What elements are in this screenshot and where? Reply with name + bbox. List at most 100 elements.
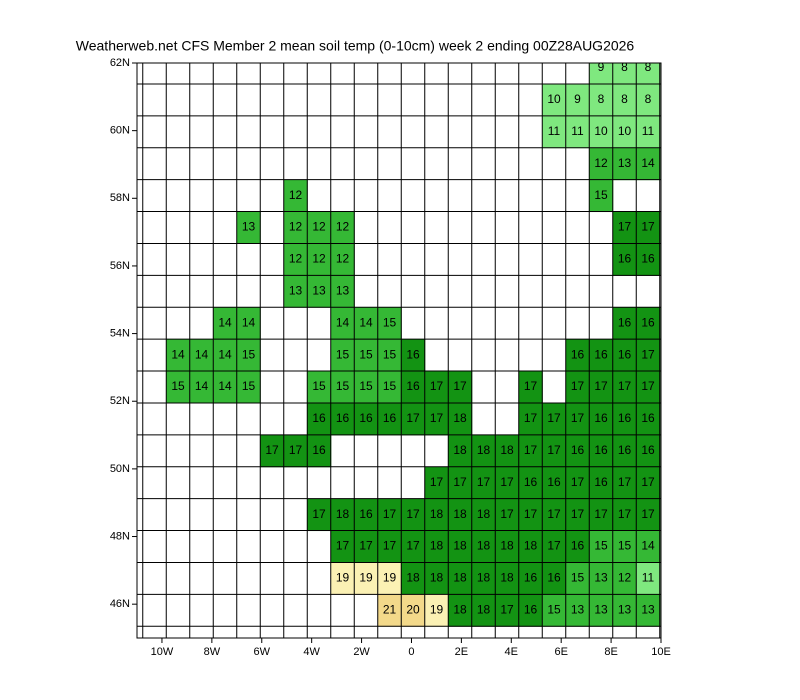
- temp-cell: [636, 371, 661, 404]
- temp-cell: [612, 63, 637, 85]
- x-tick-label: 2W: [353, 646, 370, 658]
- temp-cell: [377, 498, 402, 532]
- temp-cell: [330, 243, 355, 276]
- temp-cell: [542, 530, 567, 563]
- temp-label: 15: [618, 539, 632, 553]
- temp-cell: [542, 594, 567, 627]
- temp-cell: [518, 402, 543, 436]
- temp-label: 16: [406, 379, 420, 393]
- x-tick-label: 8W: [204, 646, 221, 658]
- temp-cell: [354, 562, 379, 595]
- temp-label: 12: [289, 188, 303, 202]
- y-tick-label: 46N: [110, 598, 130, 610]
- temp-label: 10: [618, 124, 632, 138]
- temp-cell: [424, 530, 449, 563]
- temp-label: 8: [598, 92, 605, 106]
- temp-cell: [565, 339, 590, 372]
- temp-label: 13: [289, 283, 303, 297]
- temp-label: 19: [359, 571, 373, 585]
- temp-cell: [424, 594, 449, 627]
- temp-cell: [565, 498, 590, 532]
- temp-label: 16: [594, 475, 608, 489]
- temp-label: 14: [242, 315, 256, 329]
- temp-label: 17: [547, 507, 561, 521]
- temp-label: 18: [477, 539, 491, 553]
- temp-label: 17: [453, 475, 467, 489]
- x-tick-label: 8E: [604, 646, 617, 658]
- temp-cell: [166, 339, 191, 372]
- temp-cell: [589, 63, 614, 85]
- temp-label: 17: [618, 220, 632, 234]
- y-tick-label: 50N: [110, 463, 130, 475]
- temp-label: 17: [618, 507, 632, 521]
- temp-cell: [283, 179, 308, 213]
- temp-label: 18: [477, 602, 491, 616]
- temp-cell: [636, 562, 661, 595]
- temp-cell: [612, 434, 637, 468]
- temp-cell: [213, 307, 238, 340]
- temp-cell: [636, 594, 661, 627]
- temp-label: 18: [406, 571, 420, 585]
- temp-cell: [377, 307, 402, 340]
- temp-label: 14: [336, 315, 350, 329]
- temp-label: 16: [383, 411, 397, 425]
- temp-cell: [283, 243, 308, 276]
- temp-cell: [565, 434, 590, 468]
- x-tick-label: 10E: [651, 646, 671, 658]
- temp-cell: [354, 307, 379, 340]
- temp-label: 16: [618, 347, 632, 361]
- temp-cell: [448, 466, 473, 500]
- temp-cell: [471, 594, 496, 627]
- temp-cell: [236, 211, 261, 244]
- temp-cell: [330, 498, 355, 532]
- temp-label: 13: [312, 283, 326, 297]
- temp-cell: [471, 562, 496, 595]
- temp-cell: [330, 339, 355, 372]
- temp-cell: [471, 498, 496, 532]
- temp-label: 17: [265, 443, 279, 457]
- temp-cell: [589, 115, 614, 149]
- temp-label: 18: [453, 539, 467, 553]
- temp-label: 15: [594, 539, 608, 553]
- x-tick-label: 4W: [303, 646, 320, 658]
- temp-cell: [636, 339, 661, 372]
- temp-label: 12: [336, 220, 350, 234]
- temp-cell: [565, 371, 590, 404]
- temp-label: 18: [336, 507, 350, 521]
- temp-label: 12: [289, 220, 303, 234]
- temp-cell: [377, 562, 402, 595]
- temp-label: 17: [547, 443, 561, 457]
- temp-label: 16: [641, 315, 655, 329]
- temp-label: 10: [594, 124, 608, 138]
- temp-cell: [377, 594, 402, 627]
- temp-label: 17: [641, 379, 655, 393]
- temp-label: 17: [641, 507, 655, 521]
- temp-cell: [612, 530, 637, 563]
- temp-cell: [518, 466, 543, 500]
- temp-label: 11: [642, 571, 655, 585]
- temp-cell: [401, 339, 426, 372]
- temp-label: 17: [500, 475, 514, 489]
- temp-label: 8: [621, 60, 628, 74]
- temp-label: 17: [383, 539, 397, 553]
- temp-label: 16: [547, 571, 561, 585]
- temp-label: 20: [406, 602, 420, 616]
- temp-cell: [401, 562, 426, 595]
- temp-cell: [307, 211, 332, 244]
- temp-label: 17: [571, 411, 585, 425]
- temp-label: 18: [453, 602, 467, 616]
- x-tick-label: 2E: [455, 646, 468, 658]
- y-tick-label: 54N: [110, 327, 130, 339]
- temp-cell: [589, 530, 614, 563]
- temp-cell: [307, 371, 332, 404]
- temp-cell: [565, 115, 590, 149]
- temp-label: 8: [645, 60, 652, 74]
- temp-cell: [236, 307, 261, 340]
- temp-cell: [612, 83, 637, 117]
- temp-label: 18: [500, 571, 514, 585]
- temp-cell: [377, 339, 402, 372]
- temp-label: 18: [453, 411, 467, 425]
- temp-cell: [636, 211, 661, 244]
- temp-cell: [283, 434, 308, 468]
